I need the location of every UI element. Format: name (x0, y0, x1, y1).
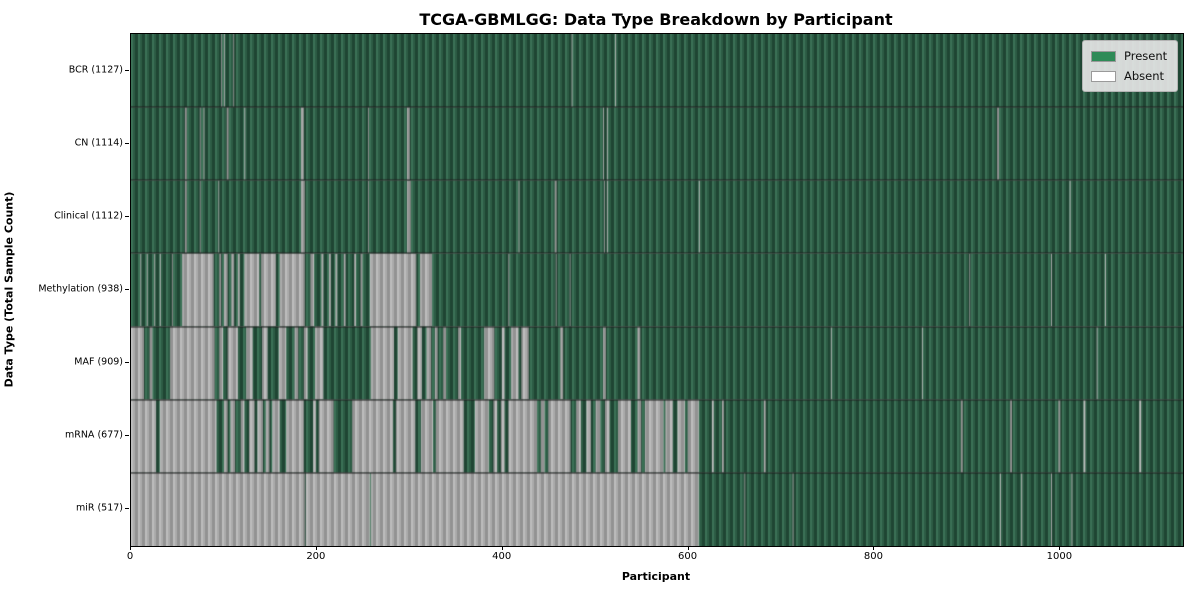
legend: Present Absent (1082, 40, 1178, 92)
plot-frame (130, 33, 1184, 547)
y-tick-label-mir: miR (517) (75, 502, 123, 514)
chart-title: TCGA-GBMLGG: Data Type Breakdown by Part… (419, 10, 893, 29)
y-tick-mark (125, 362, 129, 363)
y-tick-label-mrna: mRNA (677) (64, 429, 123, 441)
legend-label-absent: Absent (1124, 69, 1165, 83)
y-tick-mark (125, 143, 129, 144)
x-tick-label-200: 200 (306, 551, 326, 562)
y-tick-mark (125, 216, 129, 217)
y-tick-label-maf: MAF (909) (74, 356, 123, 368)
y-tick-mark (125, 70, 129, 71)
y-tick-label-bcr: BCR (1127) (68, 64, 123, 76)
x-tick-label-400: 400 (492, 551, 512, 562)
x-tick-label-600: 600 (678, 551, 698, 562)
presence-heatmap-canvas (131, 34, 1183, 546)
x-tick-mark (688, 546, 689, 550)
y-tick-mark (125, 289, 129, 290)
y-tick-mark (125, 435, 129, 436)
x-tick-mark (873, 546, 874, 550)
y-tick-label-cn: CN (1114) (74, 137, 123, 149)
x-tick-label-1000: 1000 (1046, 551, 1073, 562)
x-tick-label-800: 800 (863, 551, 883, 562)
legend-item-present: Present (1091, 46, 1169, 66)
present-swatch-icon (1091, 50, 1116, 62)
x-tick-label-0: 0 (126, 551, 134, 562)
legend-label-present: Present (1124, 49, 1168, 63)
x-tick-mark (1059, 546, 1060, 550)
y-tick-label-clinical: Clinical (1112) (54, 210, 123, 222)
x-axis-label: Participant (621, 570, 691, 583)
x-tick-mark (316, 546, 317, 550)
x-tick-mark (130, 546, 131, 550)
x-tick-mark (502, 546, 503, 550)
legend-item-absent: Absent (1091, 66, 1169, 86)
absent-swatch-icon (1091, 70, 1116, 82)
y-tick-label-methylation: Methylation (938) (38, 283, 123, 295)
y-tick-mark (125, 508, 129, 509)
